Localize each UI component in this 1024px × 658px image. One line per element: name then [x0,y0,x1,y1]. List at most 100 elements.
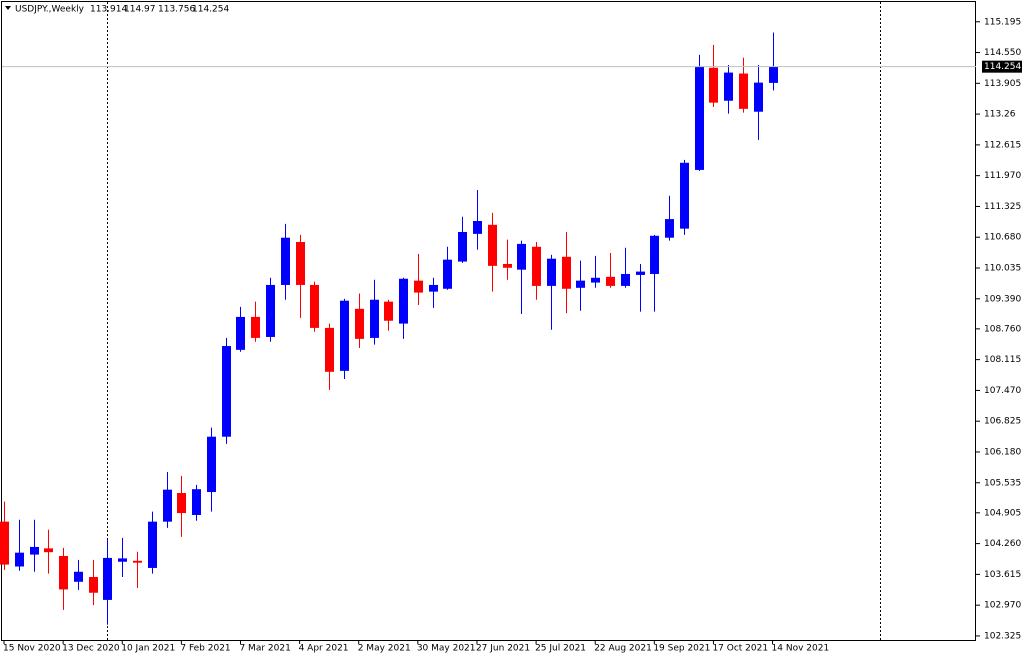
plot-frame [1,1,976,641]
y-tick-label: 109.390 [984,294,1021,304]
candle-body [340,300,349,371]
candle-body [251,316,260,338]
candle-body [310,284,319,328]
candle-body [621,273,630,286]
candle-body [163,489,172,522]
y-tick-label: 113.26 [984,110,1016,120]
plot-area [0,32,778,625]
y-tick-label: 106.825 [984,417,1021,427]
candle-body [370,299,379,338]
candle-body [236,316,245,350]
candle-body [429,284,438,292]
candle-body [414,280,423,293]
candle-body [148,521,157,568]
candle-body [606,276,615,286]
candle-body [547,258,556,286]
candle-body [133,560,142,563]
candle-body [59,556,68,590]
candle-body [399,278,408,324]
candle-body [680,162,689,229]
y-tick-label: 112.615 [984,140,1021,150]
candle-body [222,346,231,437]
x-tick-label: 7 Mar 2021 [239,644,290,654]
y-tick-label: 104.905 [984,508,1021,518]
y-tick-label: 107.470 [984,386,1021,396]
candle-body [103,557,112,600]
y-tick-label: 111.970 [984,171,1021,181]
header-open: 113.914 [90,5,127,15]
candle-body [488,224,497,266]
y-tick-label: 105.535 [984,478,1021,488]
x-tick-label: 7 Feb 2021 [180,644,230,654]
candle-body [15,552,24,567]
candle-body [591,277,600,283]
x-tick-label: 19 Sep 2021 [653,644,710,654]
candle-body [576,280,585,288]
candle-body [739,73,748,109]
x-tick-label: 22 Aug 2021 [594,644,652,654]
candle-body [266,284,275,337]
y-tick-label: 110.035 [984,264,1021,274]
candle-body [532,246,541,286]
candle-body [74,571,83,582]
candle-body [636,271,645,275]
x-tick-label: 10 Jan 2021 [121,644,175,654]
candle-body [709,67,718,103]
x-tick-label: 13 Dec 2020 [62,644,120,654]
candle-body [192,489,201,515]
y-tick-label: 108.760 [984,324,1021,334]
x-tick-label: 25 Jul 2021 [535,644,586,654]
y-tick-label: 110.680 [984,233,1021,243]
candle-body [207,436,216,493]
candle-body [665,219,674,238]
y-tick-label: 104.260 [984,539,1021,549]
candle-body [0,521,9,565]
x-tick-label: 4 Apr 2021 [299,644,349,654]
candle-body [650,235,659,274]
y-tick-label: 102.970 [984,601,1021,611]
x-tick-label: 17 Oct 2021 [712,644,768,654]
candle-body [695,66,704,170]
candle-body [355,308,364,339]
candle-body [89,577,98,593]
candle-body [384,301,393,321]
candle-body [281,237,290,285]
candle-body [503,263,512,268]
header-close: 114.254 [192,5,229,15]
candle-body [473,220,482,234]
candle-body [517,243,526,270]
candle-body [769,66,778,83]
candle-body [443,259,452,289]
y-tick-label: 111.325 [984,202,1021,212]
x-tick-label: 14 Nov 2021 [772,644,830,654]
candle-body [296,241,305,285]
y-tick-label: 115.195 [984,17,1021,27]
candle-body [458,231,467,262]
symbol-menu-icon [5,6,11,10]
y-tick-label: 113.905 [984,79,1021,89]
y-tick-label: 108.115 [984,355,1021,365]
candle-body [30,546,39,555]
candle-body [562,256,571,289]
current-price-label: 114.254 [984,62,1021,72]
current-price-box [982,60,1022,73]
candle-body [754,82,763,112]
candle-body [325,327,334,372]
header-low: 113.756 [158,5,195,15]
y-tick-label: 103.615 [984,570,1021,580]
candle-body [44,548,53,553]
candle-body [118,558,127,562]
candle-body [177,493,186,514]
y-tick-label: 114.550 [984,48,1021,58]
y-tick-label: 106.180 [984,447,1021,457]
y-tick-label: 102.325 [984,631,1021,641]
x-tick-label: 27 Jun 2021 [476,644,530,654]
chart-title: USDJPY.,Weekly [15,5,85,15]
x-tick-label: 2 May 2021 [358,644,411,654]
candle-body [724,72,733,101]
header-high: 114.97 [124,5,156,15]
x-tick-label: 15 Nov 2020 [3,644,61,654]
x-tick-label: 30 May 2021 [417,644,476,654]
